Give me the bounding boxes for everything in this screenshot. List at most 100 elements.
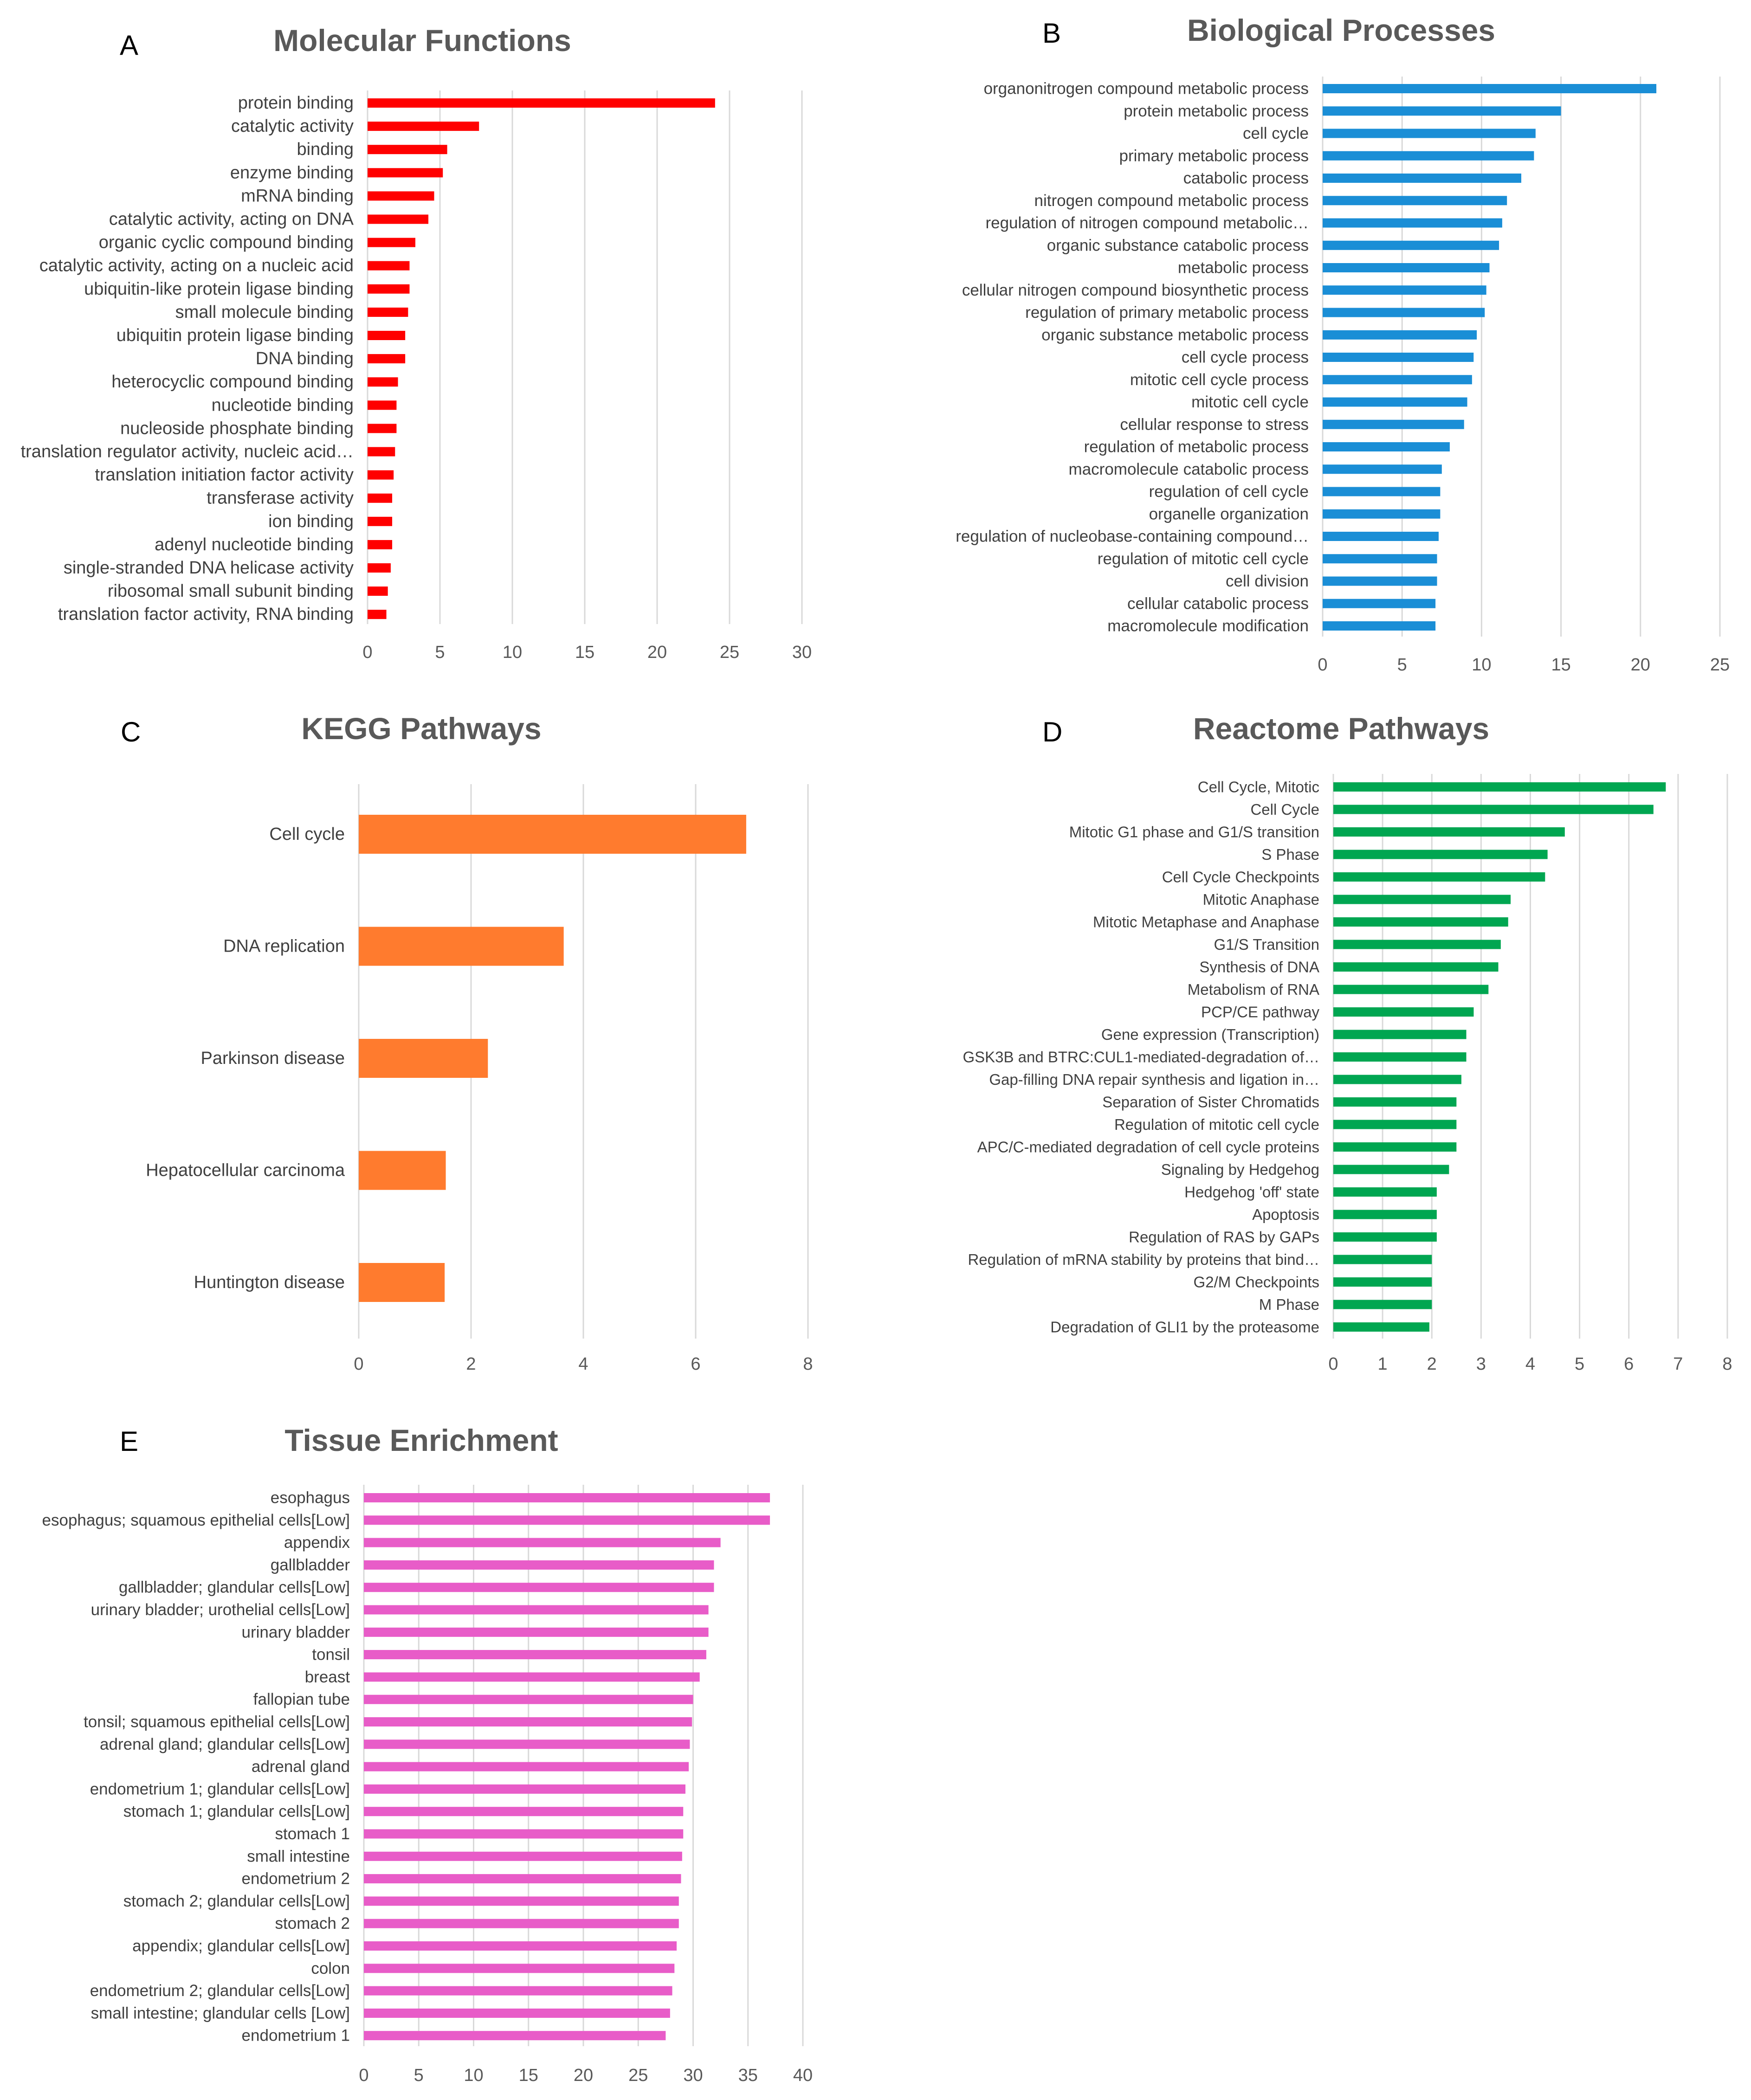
panel-b-category-label: macromolecule catabolic process xyxy=(1069,460,1309,478)
panel-e-category-label: urinary bladder xyxy=(242,1623,350,1641)
panel-e-bar xyxy=(364,2008,670,2018)
panel-e-tick-label: 20 xyxy=(574,2066,593,2085)
panel-b-category-label: cell cycle xyxy=(1243,124,1309,142)
panel-e-tick-label: 40 xyxy=(793,2066,813,2085)
panel-b-category-label: regulation of mitotic cell cycle xyxy=(1098,550,1309,568)
panel-d-bar xyxy=(1333,1052,1467,1062)
panel-e-category-label: adrenal gland xyxy=(252,1758,350,1776)
panel-b-bar xyxy=(1323,576,1437,586)
panel-d-tick-label: 0 xyxy=(1328,1354,1338,1374)
panel-e-category-label: esophagus xyxy=(271,1489,350,1507)
panel-b-tick-label: 10 xyxy=(1472,655,1491,675)
panel-d-category-label: S Phase xyxy=(1261,846,1319,863)
panel-a-category-label: DNA binding xyxy=(256,349,354,368)
panel-a-tick-label: 20 xyxy=(647,643,667,662)
panel-a-category-label: heterocyclic compound binding xyxy=(111,372,354,392)
panel-e-title: Tissue Enrichment xyxy=(284,1423,558,1457)
panel-d-category-label: Cell Cycle, Mitotic xyxy=(1198,779,1319,796)
panel-e-category-label: adrenal gland; glandular cells[Low] xyxy=(100,1735,350,1753)
panel-c-tick-label: 6 xyxy=(691,1354,700,1374)
panel-a-bar xyxy=(368,214,429,224)
panel-d-category-label: PCP/CE pathway xyxy=(1201,1004,1319,1021)
panel-c-bar xyxy=(359,1151,446,1190)
panel-b-category-label: protein metabolic process xyxy=(1124,102,1309,120)
panel-b-bar xyxy=(1323,464,1442,474)
panel-a-category-label: organic cyclic compound binding xyxy=(99,233,354,252)
panel-b-chart: B Biological Processes 0 5 10 15 20 25 organonit… xyxy=(956,13,1730,675)
panel-d-category-label: Cell Cycle xyxy=(1250,801,1319,818)
panel-d-tick-label: 4 xyxy=(1525,1354,1535,1374)
panel-e-bar xyxy=(364,1941,677,1951)
panel-b-bar xyxy=(1323,487,1441,496)
panel-b-tick-label: 5 xyxy=(1397,655,1407,675)
panel-b-category-label: macromolecule modification xyxy=(1107,617,1309,635)
panel-e-bar xyxy=(364,1874,681,1884)
panel-e-bar xyxy=(364,1717,692,1726)
panel-d-letter: D xyxy=(1042,716,1062,747)
panel-d-bar xyxy=(1333,805,1654,814)
panel-d-tick-label: 8 xyxy=(1722,1354,1732,1374)
panel-e-category-label: stomach 2 xyxy=(275,1914,350,1933)
panel-d-category-label: Regulation of mitotic cell cycle xyxy=(1114,1116,1319,1133)
panel-b-bar xyxy=(1323,84,1657,93)
panel-b-tick-label: 25 xyxy=(1710,655,1730,675)
panel-a-category-label: catalytic activity, acting on DNA xyxy=(109,210,354,229)
panel-d-bar xyxy=(1333,827,1565,837)
panel-d-bar xyxy=(1333,1187,1437,1197)
panel-e-bar xyxy=(364,1807,684,1817)
panel-a-category-label: translation regulator activity, nucleic … xyxy=(21,442,354,462)
panel-e-bar xyxy=(364,1538,721,1547)
panel-a-chart: A Molecular Functions 0 5 10 15 20 25 30 protein … xyxy=(21,23,812,662)
panel-d-bar xyxy=(1333,917,1508,927)
panel-e-category-label: stomach 1; glandular cells[Low] xyxy=(123,1803,350,1821)
panel-e-category-label: stomach 2; glandular cells[Low] xyxy=(123,1892,350,1910)
panel-c-tick-label: 0 xyxy=(354,1354,363,1374)
panel-b-bar xyxy=(1323,397,1467,407)
panel-a-bar xyxy=(368,238,415,247)
panel-b-category-label: primary metabolic process xyxy=(1119,147,1309,165)
panel-e-category-label: appendix; glandular cells[Low] xyxy=(132,1937,350,1955)
panel-a-category-label: ubiquitin-like protein ligase binding xyxy=(84,279,354,299)
panel-a-category-label: nucleoside phosphate binding xyxy=(120,419,354,438)
panel-d-bar xyxy=(1333,872,1545,882)
panel-b-bar xyxy=(1323,129,1536,138)
panel-b-category-label: regulation of primary metabolic process xyxy=(1025,303,1309,322)
panel-e-category-label: colon xyxy=(311,1959,350,1978)
panel-e-letter: E xyxy=(120,1426,138,1457)
panel-e-category-label: gallbladder xyxy=(271,1556,350,1574)
panel-c-tick-label: 4 xyxy=(578,1354,588,1374)
panel-a-bar xyxy=(368,98,715,108)
panel-e-tick-label: 30 xyxy=(683,2066,703,2085)
panel-a-category-label: catalytic activity xyxy=(231,116,354,136)
panel-a-category-label: protein binding xyxy=(238,93,354,113)
panel-e-bar xyxy=(364,1739,690,1749)
panel-a-category-label: catalytic activity, acting on a nucleic … xyxy=(39,256,354,276)
panel-d-bar xyxy=(1333,985,1489,994)
panel-a-letter: A xyxy=(120,30,138,61)
panel-d-bar xyxy=(1333,850,1548,859)
panel-d-bar xyxy=(1333,1075,1461,1084)
panel-a-bar xyxy=(368,563,391,573)
panel-d-category-label: APC/C-mediated degradation of cell cycle… xyxy=(977,1139,1319,1156)
panel-b-category-label: regulation of nucleobase-containing comp… xyxy=(956,528,1309,546)
panel-d-category-label: Metabolism of RNA xyxy=(1188,981,1319,998)
panel-a-category-label: enzyme binding xyxy=(230,163,354,182)
panel-e-category-label: stomach 1 xyxy=(275,1825,350,1843)
panel-e-bar xyxy=(364,1605,709,1615)
panel-a-bar xyxy=(368,586,388,596)
panel-a-bar xyxy=(368,470,394,480)
panel-e-category-label: tonsil; squamous epithelial cells[Low] xyxy=(84,1713,350,1731)
panel-d-category-label: Mitotic Anaphase xyxy=(1203,891,1319,908)
panel-a-bar xyxy=(368,191,434,201)
panel-d-bar xyxy=(1333,940,1501,949)
panel-a-title: Molecular Functions xyxy=(273,23,571,58)
panel-e-category-label: urinary bladder; urothelial cells[Low] xyxy=(91,1601,350,1619)
panel-c-letter: C xyxy=(121,716,141,747)
panel-e-category-label: endometrium 1; glandular cells[Low] xyxy=(90,1780,350,1798)
panel-b-category-label: regulation of metabolic process xyxy=(1084,438,1309,456)
panel-b-category-label: nitrogen compound metabolic process xyxy=(1034,192,1309,210)
panel-b-tick-label: 20 xyxy=(1631,655,1650,675)
panel-d-category-label: Gap-filling DNA repair synthesis and lig… xyxy=(989,1071,1319,1088)
panel-c-bar xyxy=(359,927,564,966)
panel-b-title: Biological Processes xyxy=(1187,13,1495,47)
